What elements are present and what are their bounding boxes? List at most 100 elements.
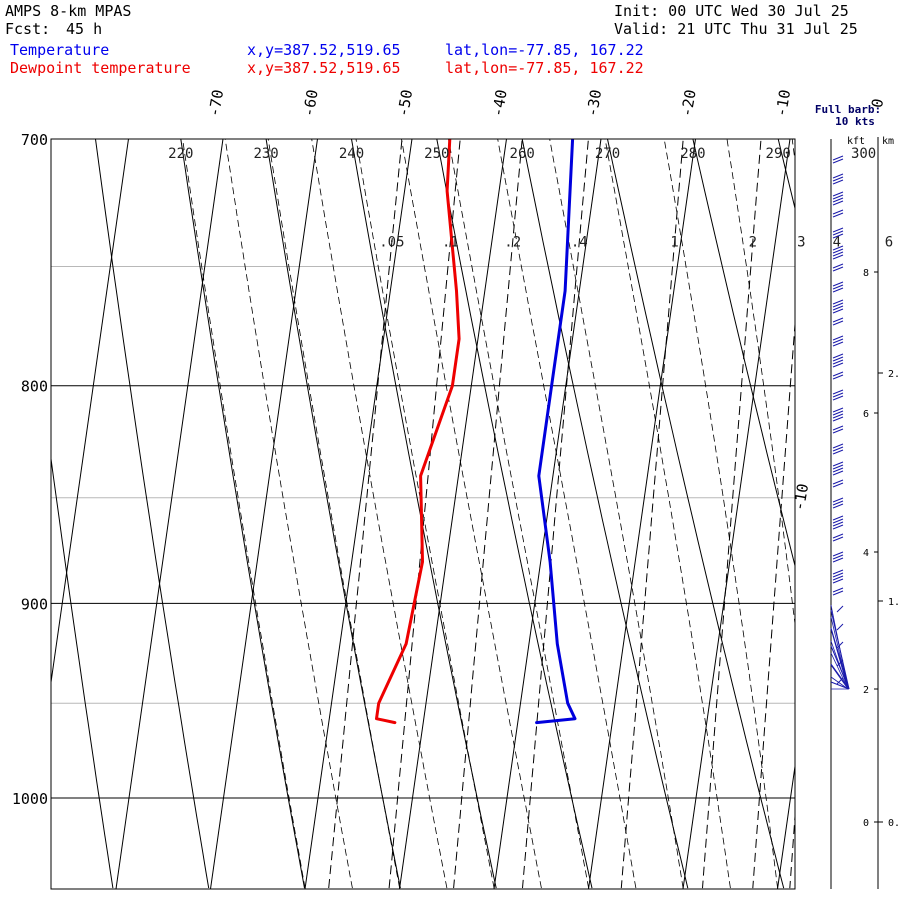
wind-barb	[830, 616, 849, 690]
isotherm-label: -50	[394, 88, 416, 118]
theta-label: 250	[424, 146, 449, 162]
moist-adiabat	[726, 139, 795, 628]
legend-temperature: Temperature	[10, 41, 110, 59]
wind-barb	[832, 443, 844, 455]
wind-barb	[832, 587, 844, 596]
forecast-label: Fcst:	[5, 20, 51, 38]
mixing-ratio-line	[453, 139, 523, 889]
wind-barb	[832, 281, 844, 293]
isotherm-label: -60	[299, 88, 321, 118]
wind-barb	[830, 664, 849, 690]
dewpoint-latlon: lat,lon=-77.85, 167.22	[445, 59, 644, 77]
mixing-ratio-line	[844, 0, 900, 888]
moist-adiabat	[448, 139, 589, 889]
mixing-ratio-line	[620, 139, 684, 889]
legend-dewpoint: Dewpoint temperature	[10, 59, 191, 77]
kft-tick-label: 0	[863, 818, 869, 829]
model-title: AMPS 8-km MPAS	[5, 2, 132, 20]
mixing-ratio-line	[789, 809, 795, 889]
isotherm-label: -10	[790, 482, 812, 512]
wind-barb	[832, 569, 844, 584]
wind-barb	[832, 389, 844, 401]
moist-adiabat	[267, 139, 400, 889]
wind-barb	[832, 461, 844, 476]
theta-label: 290	[766, 146, 791, 162]
kft-tick-label: 6	[863, 409, 869, 420]
wind-barb	[832, 191, 844, 206]
wind-panel-subtitle: 10 kts	[835, 115, 875, 128]
wind-barb	[830, 604, 849, 690]
valid-time: Valid: 21 UTC Thu 31 Jul 25	[614, 20, 858, 38]
mixing-ratio-line	[388, 139, 461, 889]
mixing-ratio-label: 3	[797, 235, 805, 251]
mixing-ratio-line	[522, 139, 589, 889]
dewpoint-profile	[375, 139, 461, 725]
moist-adiabat	[401, 139, 542, 889]
wind-barb	[832, 227, 844, 239]
moist-adiabat	[311, 139, 448, 889]
moist-adiabat	[549, 139, 684, 889]
wind-barb	[832, 515, 844, 530]
plot-frame	[50, 138, 796, 890]
isotherm-line	[682, 139, 791, 889]
moist-adiabat	[791, 139, 795, 164]
theta-label: 230	[253, 146, 278, 162]
kft-tick-label: 8	[863, 268, 869, 279]
temperature-latlon: lat,lon=-77.85, 167.22	[445, 41, 644, 59]
dry-adiabat	[692, 139, 795, 568]
dry-adiabat	[777, 139, 795, 211]
dry-adiabat	[823, 0, 900, 888]
dry-adiabat	[521, 139, 689, 889]
km-tick-label: 1.	[888, 597, 900, 608]
isotherm-label: -20	[677, 88, 699, 118]
isotherm-label: -70	[205, 88, 227, 118]
dry-adiabat	[606, 139, 785, 889]
theta-label: 240	[339, 146, 364, 162]
wind-barb	[832, 209, 844, 218]
moist-adiabat	[182, 139, 306, 889]
wind-barb	[830, 676, 849, 690]
moist-adiabat	[840, 0, 900, 888]
mixing-ratio-line	[752, 317, 795, 889]
wind-barb	[832, 335, 844, 347]
dry-adiabat	[180, 139, 305, 889]
init-time: Init: 00 UTC Wed 30 Jul 25	[614, 2, 849, 20]
isotherm-line	[51, 139, 129, 686]
dry-adiabat	[51, 455, 114, 889]
isotherm-line	[493, 139, 602, 889]
mixing-ratio-label: 6	[885, 235, 893, 251]
wind-panel-unit-kft: kft	[847, 136, 865, 147]
wind-barb	[830, 628, 849, 690]
km-tick-label: 2.	[888, 369, 900, 380]
wind-barb	[832, 263, 844, 272]
wind-barb	[832, 317, 844, 326]
pressure-label: 800	[21, 378, 48, 396]
isotherm-line	[304, 139, 413, 889]
theta-label: 260	[510, 146, 535, 162]
moist-adiabat	[604, 139, 731, 889]
isotherm-line	[399, 139, 507, 889]
isotherm-label: -10	[772, 88, 794, 118]
kft-tick-label: 4	[863, 548, 869, 559]
wind-barb	[832, 479, 844, 488]
pressure-label: 1000	[12, 790, 48, 808]
mixing-ratio-label: .4	[571, 235, 588, 251]
theta-label: 300	[851, 146, 876, 162]
isotherm-label: -40	[488, 88, 510, 118]
mixing-ratio-label: .05	[379, 235, 404, 251]
wind-barb	[832, 173, 844, 185]
wind-barb	[832, 299, 844, 314]
forecast-hour: 45 h	[66, 20, 103, 38]
km-tick-label: 0.	[888, 818, 900, 829]
wind-barb	[832, 533, 844, 542]
mixing-ratio-label: 4	[833, 235, 841, 251]
dewpoint-xy: x,y=387.52,519.65	[247, 59, 401, 77]
isotherm-line	[210, 139, 318, 889]
isotherm-line	[115, 139, 224, 889]
moist-adiabat	[355, 139, 495, 889]
wind-barb	[832, 371, 844, 380]
pressure-label: 700	[21, 131, 48, 149]
wind-barb	[830, 640, 849, 690]
theta-label: 270	[595, 146, 620, 162]
dry-adiabat	[265, 139, 401, 889]
